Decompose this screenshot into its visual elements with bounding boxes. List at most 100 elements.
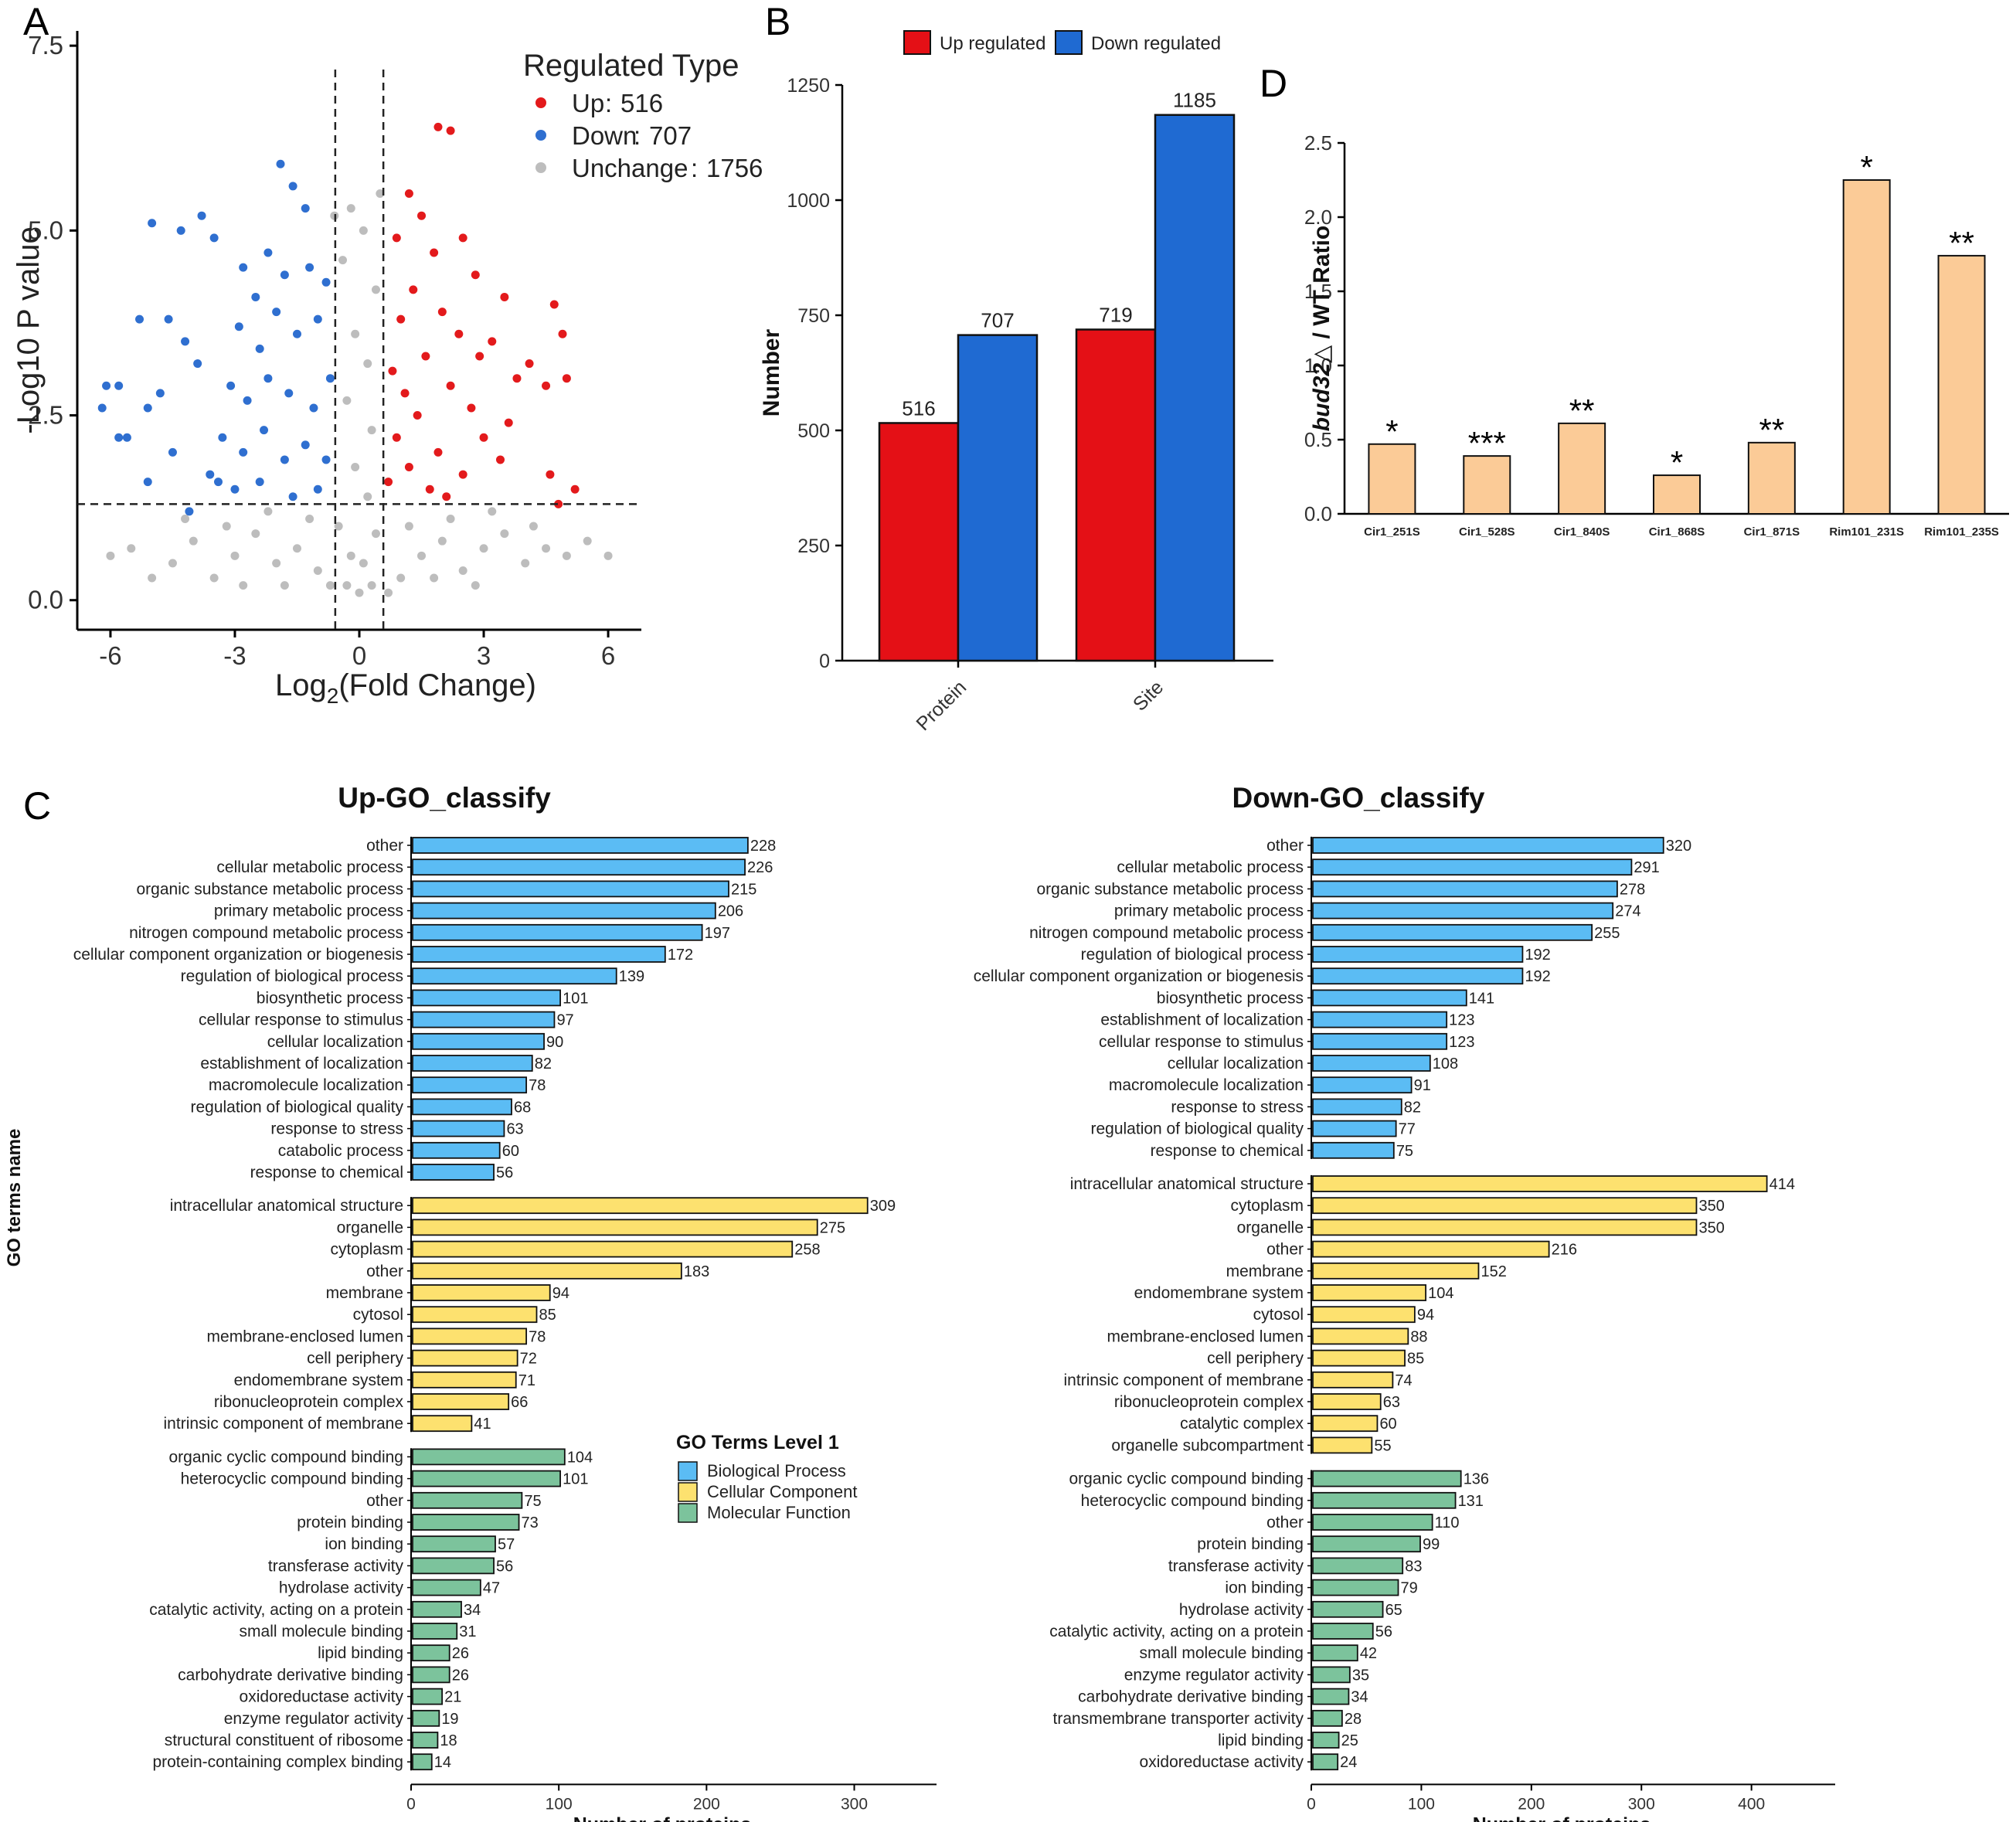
up-go-bar [412, 1623, 458, 1640]
up-go-value-label: 21 [444, 1689, 461, 1706]
down-go-x-tick-label: 400 [1738, 1795, 1765, 1813]
down-go-value-label: 63 [1383, 1394, 1400, 1411]
volcano-point-unchange [168, 559, 177, 568]
up-go-value-label: 19 [441, 1711, 458, 1728]
volcano-point-up [458, 470, 467, 479]
up-go-value-label: 101 [563, 990, 588, 1007]
bars-y-label: Number [759, 329, 784, 417]
down-go-x-label: Number of proteins [1473, 1814, 1651, 1822]
down-go-bar [1312, 1055, 1431, 1072]
bars-y-tick-label: 750 [797, 305, 830, 327]
volcano-point-down [243, 396, 252, 405]
volcano-point-up [404, 189, 413, 198]
volcano-point-up [404, 463, 413, 472]
down-go-term-label: organelle [1237, 1219, 1304, 1236]
go-legend-label: Molecular Function [707, 1503, 851, 1522]
ratio-y-label-rest: / WT Ratio [1309, 226, 1334, 345]
volcano-point-unchange [272, 559, 281, 568]
up-go-bar [412, 1076, 528, 1094]
down-go-term-label: catalytic activity, acting on a protein [1049, 1623, 1304, 1640]
volcano-point-down [313, 314, 322, 324]
bars-y-tick-label: 250 [797, 535, 830, 557]
up-go-x-tick-label: 300 [841, 1795, 868, 1813]
up-go-bar [412, 1600, 462, 1618]
down-go-title: Down-GO_classify [1232, 782, 1485, 814]
volcano-point-down [97, 403, 107, 413]
down-go-bar [1312, 1470, 1462, 1487]
up-go-bar [412, 1284, 551, 1301]
volcano-point-up [554, 499, 563, 508]
up-go-bar [412, 1349, 518, 1367]
volcano-point-down [255, 344, 264, 353]
volcano-legend-label: Down [572, 121, 637, 150]
up-go-bar [412, 1011, 556, 1028]
up-go-term-label: cellular localization [267, 1033, 403, 1051]
up-go-value-label: 183 [684, 1263, 709, 1280]
down-go-term-label: transmembrane transporter activity [1053, 1710, 1304, 1728]
down-go-term-label: cell periphery [1207, 1350, 1304, 1368]
volcano-point-unchange [325, 581, 335, 590]
down-go-value-label: 55 [1374, 1437, 1391, 1454]
ratio-bar [1463, 455, 1511, 515]
up-go-bar [412, 1032, 545, 1050]
volcano-point-unchange [384, 588, 393, 597]
volcano-point-down [321, 277, 331, 287]
up-go-bar [412, 837, 749, 854]
go-legend-swatch [678, 1503, 698, 1523]
volcano-point-down [206, 470, 215, 479]
volcano-point-up [409, 285, 418, 294]
up-go-value-label: 78 [529, 1328, 546, 1345]
volcano-point-up [479, 433, 488, 442]
volcano-point-unchange [562, 551, 571, 560]
bars-y-tick-label: 500 [797, 420, 830, 442]
volcano-point-unchange [437, 536, 447, 546]
up-go-bar [412, 1448, 566, 1466]
up-go-term-label: cellular response to stimulus [199, 1011, 403, 1029]
down-go-bar [1312, 1175, 1768, 1192]
volcano-point-down [305, 263, 314, 272]
up-go-bar [412, 1644, 450, 1662]
volcano-point-down [301, 204, 310, 213]
down-go-bar [1312, 1666, 1351, 1684]
up-go-value-label: 57 [498, 1536, 515, 1553]
down-go-term-label: regulation of biological process [1081, 946, 1304, 964]
down-go-bar [1312, 1753, 1339, 1771]
down-go-bar [1312, 1514, 1433, 1531]
down-go-value-label: 131 [1458, 1493, 1484, 1510]
volcano-point-down [288, 492, 297, 501]
up-go-value-label: 72 [520, 1351, 537, 1368]
ratio-y-tick-label: 2.5 [1304, 131, 1332, 155]
down-go-value-label: 60 [1379, 1416, 1396, 1433]
up-go-bar [412, 1141, 501, 1159]
up-go-bar [412, 1219, 818, 1236]
volcano-point-up [433, 122, 443, 131]
down-go-value-label: 82 [1404, 1099, 1421, 1116]
volcano-point-up [454, 329, 464, 338]
down-go-bar [1312, 858, 1633, 876]
up-go-value-label: 26 [452, 1667, 469, 1684]
volcano-legend-swatch [535, 130, 546, 141]
ratio-x-tick-label: Rim101_235S [1924, 525, 1999, 539]
down-go-bar [1312, 1098, 1402, 1116]
down-go-term-label: organic cyclic compound binding [1069, 1470, 1304, 1488]
down-go-bar [1312, 1688, 1350, 1705]
down-go-value-label: 28 [1345, 1711, 1362, 1728]
volcano-plot: -6 -3 0 3 6 0.0 2.5 5.0 7.5 Log2(Fold Change) -Log… [12, 31, 763, 708]
up-go-value-label: 97 [556, 1012, 573, 1029]
up-go-term-label: primary metabolic process [214, 903, 403, 920]
volcano-point-up [504, 418, 513, 427]
volcano-point-down [114, 433, 124, 442]
volcano-point-unchange [351, 329, 360, 338]
volcano-point-unchange [363, 492, 372, 501]
volcano-point-up [467, 403, 476, 413]
up-go-bar [412, 1055, 533, 1072]
down-go-term-label: oxidoreductase activity [1140, 1753, 1304, 1771]
down-go-value-label: 88 [1410, 1328, 1427, 1345]
down-go-value-label: 136 [1464, 1471, 1489, 1488]
volcano-point-up [392, 233, 401, 243]
up-go-term-label: organic cyclic compound binding [168, 1448, 403, 1466]
volcano-point-up [446, 381, 455, 390]
up-go-value-label: 73 [522, 1514, 539, 1531]
volcano-point-unchange [471, 581, 480, 590]
volcano-point-unchange [371, 285, 380, 294]
